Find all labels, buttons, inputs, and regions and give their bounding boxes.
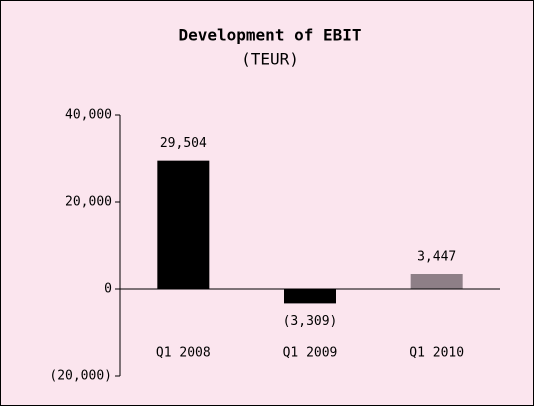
bar (157, 160, 210, 289)
bar (410, 274, 463, 289)
value-label: 29,504 (160, 136, 207, 151)
chart-subtitle: (TEUR) (241, 50, 299, 69)
y-tick-label: 20,000 (65, 195, 112, 210)
x-tick-label: Q1 2009 (283, 346, 338, 361)
chart-title: Development of EBIT (178, 26, 361, 45)
x-tick-label: Q1 2008 (156, 346, 211, 361)
value-label: (3,309) (283, 314, 338, 329)
y-tick-label: 40,000 (65, 108, 112, 123)
bar (284, 289, 336, 304)
x-tick-label: Q1 2010 (409, 346, 464, 361)
value-label: 3,447 (417, 250, 456, 265)
y-tick-label: 0 (104, 282, 112, 297)
y-tick-label: (20,000) (49, 369, 112, 384)
